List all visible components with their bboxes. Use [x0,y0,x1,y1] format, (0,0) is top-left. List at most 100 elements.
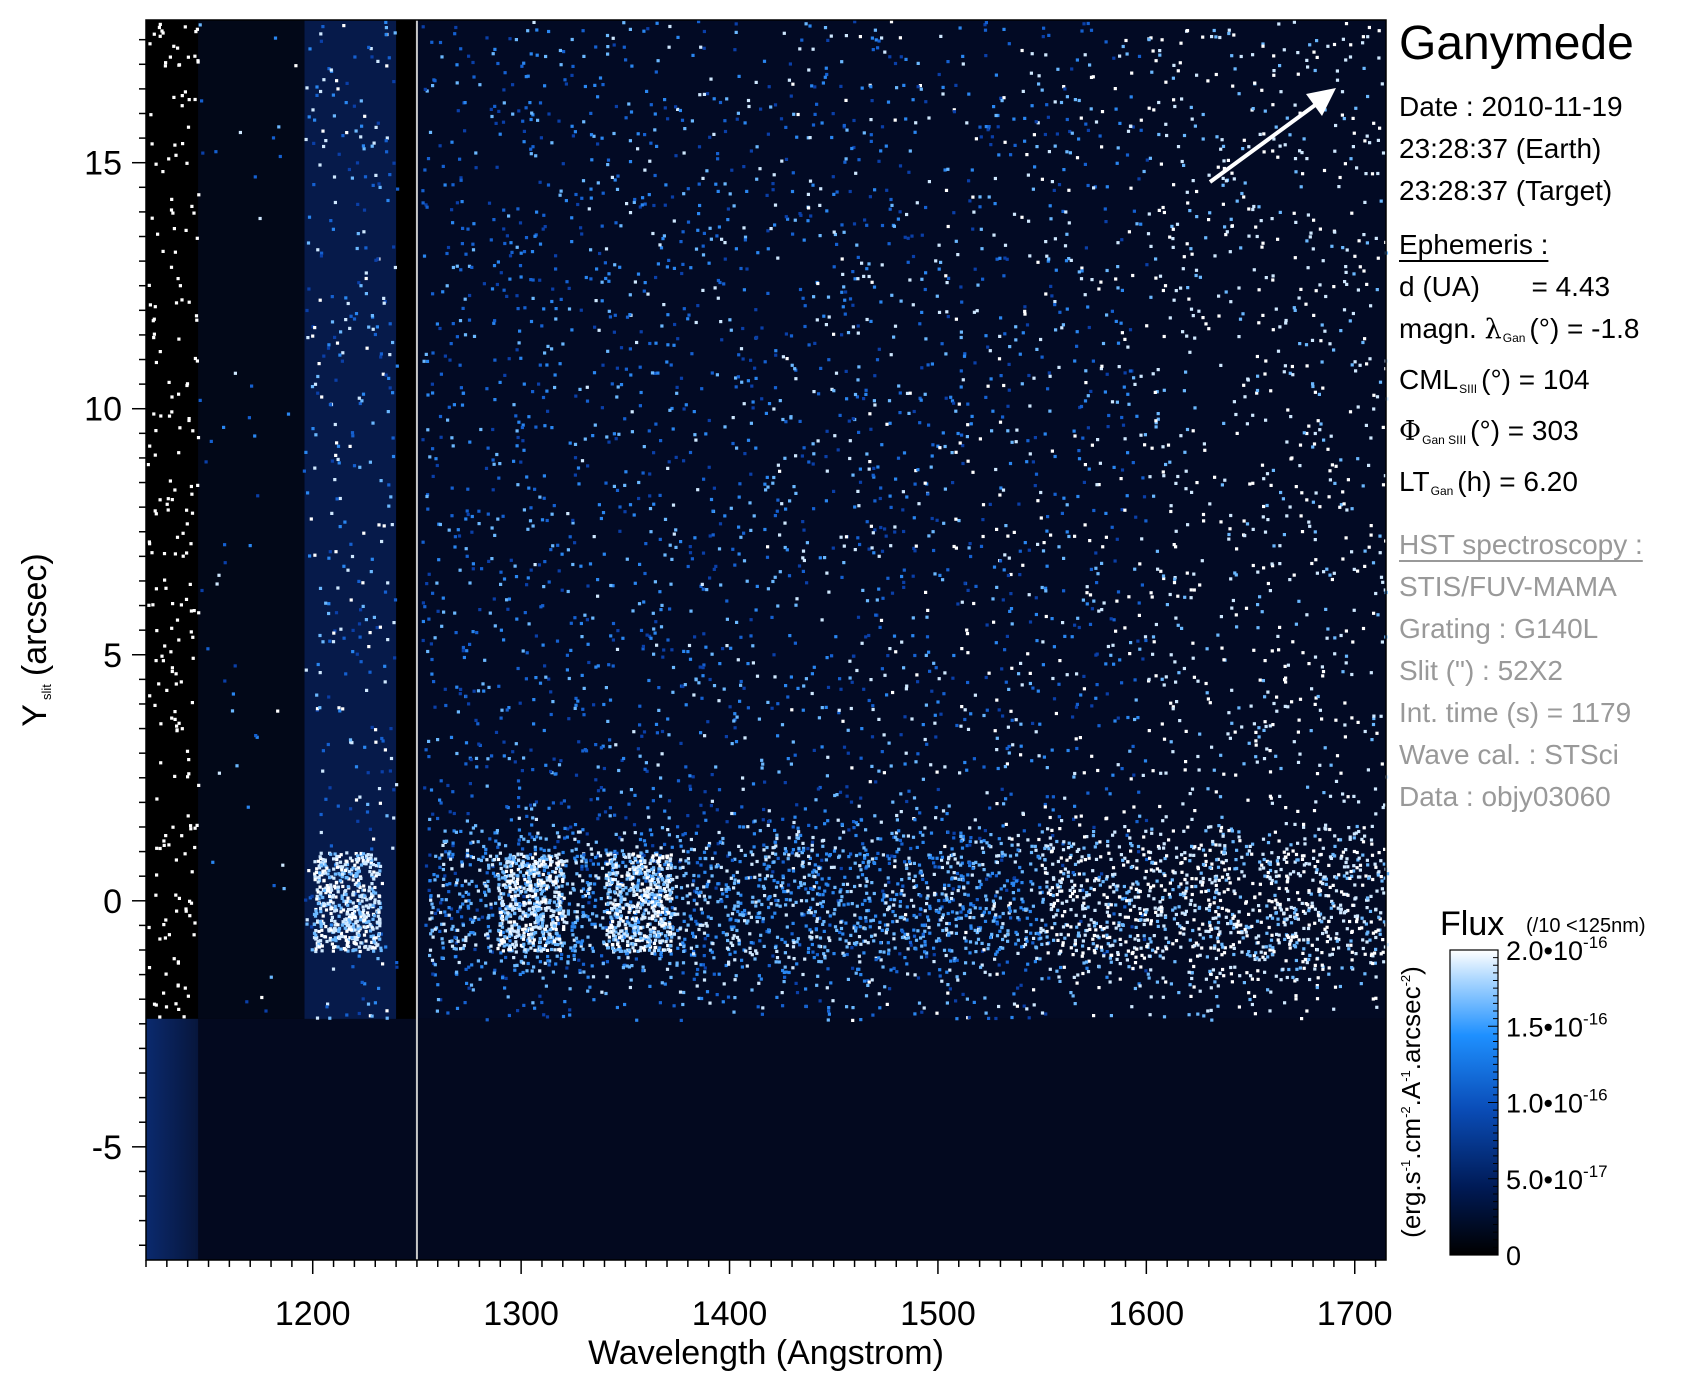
photon-pixel [1169,653,1173,657]
photon-pixel [1065,503,1069,507]
photon-pixel [1009,592,1013,596]
photon-pixel [1014,440,1018,444]
photon-pixel [1125,52,1129,56]
photon-pixel [567,902,571,906]
photon-pixel [450,514,454,518]
photon-pixel [475,908,479,912]
photon-pixel [735,117,739,121]
photon-pixel [880,125,885,129]
photon-pixel [1042,755,1046,759]
photon-pixel [427,739,431,743]
photon-pixel [770,615,774,619]
photon-pixel [842,123,846,128]
photon-pixel [455,63,459,67]
photon-pixel [839,687,843,691]
photon-pixel [1104,220,1108,224]
photon-pixel [1045,103,1049,107]
photon-pixel [1177,991,1181,995]
photon-pixel [1378,380,1383,384]
photon-pixel [714,564,718,568]
photon-pixel [1174,289,1178,293]
photon-pixel [801,296,805,300]
photon-pixel [1096,572,1100,576]
photon-pixel [759,933,763,937]
photon-pixel [1243,395,1247,399]
photon-pixel [1245,952,1250,957]
photon-pixel [1313,963,1317,967]
photon-pixel [538,969,542,973]
photon-pixel [1037,74,1041,78]
photon-pixel [855,243,859,247]
photon-pixel [882,895,886,899]
photon-pixel [1356,858,1360,862]
photon-pixel [330,320,335,324]
photon-pixel [1306,65,1310,69]
photon-pixel [869,427,873,431]
photon-pixel [995,736,999,740]
photon-pixel [1047,150,1051,154]
photon-pixel [446,1011,450,1015]
photon-pixel [870,280,874,284]
photon-pixel [955,1017,959,1021]
photon-pixel [1011,743,1015,747]
photon-pixel [174,672,178,676]
photon-pixel [1123,896,1127,901]
photon-pixel [1067,221,1071,225]
photon-pixel [190,511,195,515]
photon-pixel [1028,681,1032,686]
photon-pixel [183,90,187,94]
photon-pixel [889,764,893,768]
photon-pixel [1221,202,1225,206]
photon-pixel [524,236,529,240]
photon-pixel [843,160,847,164]
photon-pixel [1385,397,1389,401]
photon-pixel [836,899,840,903]
photon-pixel [1329,763,1333,767]
photon-pixel [874,38,878,42]
photon-pixel [1114,107,1118,111]
photon-pixel [939,712,943,716]
photon-pixel [990,429,994,433]
photon-pixel [1207,825,1211,829]
photon-pixel [615,488,620,492]
photon-pixel [645,89,649,93]
photon-pixel [944,396,948,400]
photon-pixel [859,868,863,872]
photon-pixel [723,241,727,245]
photon-pixel [152,412,156,416]
photon-pixel [1206,697,1210,701]
photon-pixel [357,954,361,958]
photon-pixel [533,563,537,567]
photon-pixel [823,75,827,79]
photon-pixel [1075,672,1079,676]
photon-pixel [1146,232,1151,236]
photon-pixel [179,680,183,684]
photon-pixel [357,622,362,626]
photon-pixel [771,579,775,584]
photon-pixel [573,473,577,477]
photon-pixel [1030,52,1034,56]
photon-pixel [619,346,624,350]
photon-pixel [1356,288,1360,292]
photon-pixel [746,98,751,103]
photon-pixel [1107,413,1111,418]
photon-pixel [1018,549,1022,553]
photon-pixel [484,904,488,908]
photon-pixel [521,649,525,653]
photon-pixel [538,495,542,499]
photon-pixel [1246,926,1250,930]
photon-pixel [1083,53,1087,57]
photon-pixel [1191,429,1195,433]
photon-pixel [1238,317,1243,321]
photon-pixel [447,528,451,532]
photon-pixel [881,596,885,600]
photon-pixel [374,728,378,732]
photon-pixel [154,429,158,433]
photon-pixel [956,861,960,865]
photon-pixel [391,340,395,345]
photon-pixel [1246,378,1250,382]
photon-pixel [1176,594,1180,598]
photon-pixel [1004,797,1008,801]
photon-pixel [1154,425,1158,429]
photon-pixel [187,98,191,102]
